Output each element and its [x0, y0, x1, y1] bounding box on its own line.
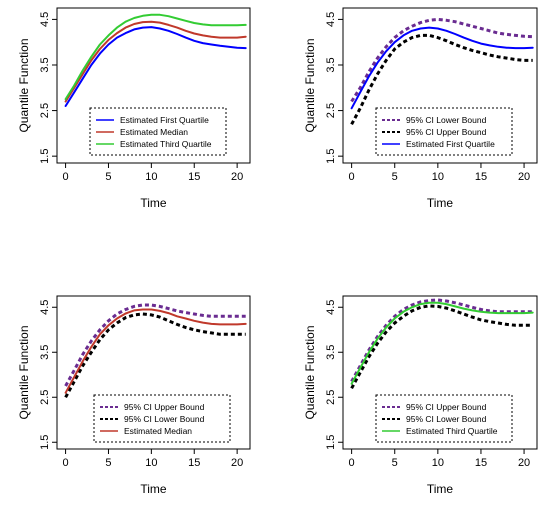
plot-frame — [342, 295, 538, 450]
x-tick-label: 10 — [145, 171, 157, 183]
y-axis-label: Quantile Function — [17, 38, 31, 132]
legend: 95% CI Lower Bound 95% CI Upper Bound Esti… — [375, 107, 513, 156]
x-tick-label: 15 — [188, 457, 200, 469]
x-tick-label: 0 — [349, 171, 355, 183]
legend-label: 95% CI Upper Bound — [124, 402, 205, 412]
y-axis-label: Quantile Function — [17, 325, 31, 419]
x-tick-label: 5 — [105, 457, 111, 469]
legend-label: 95% CI Upper Bound — [406, 127, 487, 137]
series-line-3 — [350, 26, 534, 110]
series-line-2 — [350, 304, 533, 390]
x-axis-label: Time — [140, 196, 167, 210]
x-tick-label: 5 — [392, 171, 398, 183]
y-tick-label: 4.5 — [325, 300, 337, 315]
y-tick-label: 4.5 — [325, 12, 337, 27]
series-line-3 — [64, 308, 247, 394]
chart-panel-3: 0 5 10 15 20 1.5 2.5 3.5 4.5 Time Quantile Functio… — [17, 295, 251, 496]
series-line-2 — [64, 20, 247, 103]
y-tick-label: 3.5 — [325, 345, 337, 360]
y-tick-label: 4.5 — [39, 12, 51, 27]
legend-label: 95% CI Lower Bound — [124, 414, 205, 424]
chart-panel-4: 0 5 10 15 20 1.5 2.5 3.5 4.5 Time Quantile Functio… — [303, 295, 538, 496]
series-line-1 — [64, 26, 247, 107]
x-axis-label: Time — [427, 482, 454, 496]
series-line-3 — [64, 13, 247, 101]
series-line-1 — [350, 298, 533, 383]
chart-panel-2: 0 5 10 15 20 1.5 2.5 3.5 4.5 Time Quantile Functio… — [303, 7, 538, 210]
series-line-1 — [350, 17, 533, 103]
legend-label: 95% CI Upper Bound — [406, 402, 487, 412]
legend-label: Estimated Third Quartile — [120, 139, 212, 149]
x-tick-label: 15 — [475, 171, 487, 183]
series-line-2 — [64, 312, 246, 399]
x-tick-label: 15 — [475, 457, 487, 469]
plot-frame — [56, 295, 251, 450]
x-axis-label: Time — [140, 482, 167, 496]
series-line-2 — [350, 33, 533, 126]
plot-frame — [342, 7, 538, 164]
y-tick-label: 3.5 — [39, 57, 51, 72]
x-axis-label: Time — [427, 196, 454, 210]
y-tick-label: 1.5 — [325, 435, 337, 450]
legend-label: Estimated Third Quartile — [406, 426, 498, 436]
x-tick-label: 20 — [518, 171, 530, 183]
x-tick-label: 5 — [392, 457, 398, 469]
x-tick-label: 5 — [105, 171, 111, 183]
legend-label: Estimated First Quartile — [406, 139, 495, 149]
x-tick-label: 20 — [518, 457, 530, 469]
y-tick-label: 2.5 — [325, 103, 337, 118]
legend-label: Estimated Median — [124, 426, 192, 436]
x-tick-label: 0 — [63, 171, 69, 183]
y-tick-label: 1.5 — [39, 149, 51, 164]
y-tick-label: 2.5 — [325, 390, 337, 405]
x-tick-label: 20 — [231, 171, 243, 183]
x-tick-label: 10 — [432, 457, 444, 469]
legend: 95% CI Upper Bound 95% CI Lower Bound Esti… — [375, 394, 513, 443]
y-tick-label: 1.5 — [39, 435, 51, 450]
y-axis-label: Quantile Function — [303, 325, 317, 419]
x-tick-label: 20 — [231, 457, 243, 469]
plot-frame — [56, 7, 251, 164]
y-tick-label: 3.5 — [325, 57, 337, 72]
legend-label: Estimated First Quartile — [120, 115, 209, 125]
x-tick-label: 0 — [63, 457, 69, 469]
x-tick-label: 10 — [145, 457, 157, 469]
y-tick-label: 1.5 — [325, 149, 337, 164]
y-tick-label: 2.5 — [39, 390, 51, 405]
chart-panel-1: 0 5 10 15 20 1.5 2.5 3.5 4.5 Time Quantile Functio… — [17, 7, 251, 210]
series-line-1 — [64, 303, 246, 387]
y-axis-label: Quantile Function — [303, 38, 317, 132]
x-tick-label: 0 — [349, 457, 355, 469]
x-tick-label: 15 — [188, 171, 200, 183]
legend: Estimated First Quartile Estimated Median… — [89, 107, 227, 156]
y-tick-label: 3.5 — [39, 345, 51, 360]
legend-label: Estimated Median — [120, 127, 188, 137]
series-line-3 — [350, 301, 534, 385]
y-tick-label: 4.5 — [39, 300, 51, 315]
y-tick-label: 2.5 — [39, 103, 51, 118]
x-tick-label: 10 — [432, 171, 444, 183]
legend-label: 95% CI Lower Bound — [406, 414, 487, 424]
legend: 95% CI Upper Bound 95% CI Lower Bound Esti… — [93, 394, 231, 443]
legend-label: 95% CI Lower Bound — [406, 115, 487, 125]
